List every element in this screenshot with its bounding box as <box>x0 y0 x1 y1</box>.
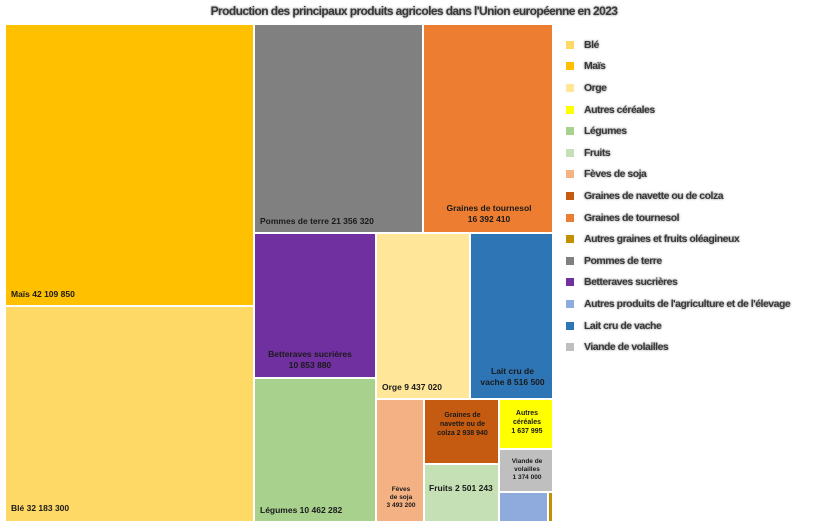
treemap-plot: Maïs 42 109 850 Blé 32 183 300 Pommes de t… <box>5 24 559 522</box>
treemap-tile-legumes[interactable]: Légumes 10 462 282 <box>254 378 376 522</box>
legend-label: Légumes <box>584 125 627 138</box>
legend-swatch <box>566 235 574 244</box>
legend-swatch <box>566 40 574 49</box>
treemap-tile-graines-de-navette-ou-de-colza[interactable]: Graines de navette ou de colza 2 938 940 <box>424 399 499 464</box>
chart-title: Production des principaux produits agric… <box>210 4 618 18</box>
treemap-tile-graines-de-tournesol[interactable]: Graines de tournesol 16 392 410 <box>423 24 553 233</box>
treemap-tile-feves-de-soja[interactable]: Fèves de soja 3 493 200 <box>376 399 424 522</box>
treemap-label-betteraves-sucrieres: Betteraves sucrières 10 853 880 <box>268 349 352 370</box>
treemap-label-mais: Maïs 42 109 850 <box>11 289 75 299</box>
legend-label: Blé <box>584 38 599 51</box>
legend-swatch <box>566 299 574 308</box>
treemap-label-orge: Orge 9 437 020 <box>382 382 443 392</box>
treemap-label-lait-cru-de-vache: Lait cru de vache 8 516 500 <box>480 366 545 387</box>
legend-item-autres-graines-et-fruits-oleagineux[interactable]: Autres graines et fruits oléagineux <box>566 228 828 250</box>
legend-swatch <box>566 83 574 92</box>
legend-label: Fruits <box>584 146 611 159</box>
legend-item-ble[interactable]: Blé <box>566 34 828 56</box>
legend-swatch <box>566 213 574 222</box>
legend: Blé Maïs Orge Autres céréales Légumes Fruits F… <box>566 34 828 358</box>
treemap-label-legumes: Légumes 10 462 282 <box>260 505 343 515</box>
legend-swatch <box>566 62 574 71</box>
legend-label: Pommes de terre <box>584 254 662 267</box>
treemap-tile-orge[interactable]: Orge 9 437 020 <box>376 233 470 399</box>
legend-item-autres-produits-de-l-agriculture-et-de-l-elevage[interactable]: Autres produits de l'agriculture et de l… <box>566 293 828 315</box>
legend-item-lait-cru-de-vache[interactable]: Lait cru de vache <box>566 315 828 337</box>
treemap-tile-mais[interactable]: Maïs 42 109 850 <box>5 24 254 306</box>
legend-label: Autres céréales <box>584 103 655 116</box>
treemap-label-pommes-de-terre: Pommes de terre 21 356 320 <box>260 216 374 226</box>
legend-item-legumes[interactable]: Légumes <box>566 120 828 142</box>
legend-item-pommes-de-terre[interactable]: Pommes de terre <box>566 250 828 272</box>
treemap-tile-ble[interactable]: Blé 32 183 300 <box>5 306 254 522</box>
legend-swatch <box>566 256 574 265</box>
legend-label: Autres produits de l'agriculture et de l… <box>584 297 791 310</box>
treemap-tile-autres-cereales[interactable]: Autres céréales 1 637 995 <box>499 399 553 449</box>
treemap-label-graines-de-tournesol: Graines de tournesol 16 392 410 <box>446 203 532 224</box>
legend-swatch <box>566 148 574 157</box>
legend-swatch <box>566 343 574 352</box>
treemap-label-fruits: Fruits 2 501 243 <box>429 483 493 493</box>
treemap-label-feves-de-soja: Fèves de soja 3 493 200 <box>386 486 416 510</box>
treemap-label-viande-de-volailles: Viande de volailles 1 374 000 <box>511 458 543 482</box>
legend-swatch <box>566 321 574 330</box>
legend-item-orge[interactable]: Orge <box>566 77 828 99</box>
legend-swatch <box>566 127 574 136</box>
legend-item-feves-de-soja[interactable]: Fèves de soja <box>566 164 828 186</box>
legend-item-fruits[interactable]: Fruits <box>566 142 828 164</box>
legend-item-betteraves-sucrieres[interactable]: Betteraves sucrières <box>566 272 828 294</box>
legend-label: Lait cru de vache <box>584 319 662 332</box>
legend-label: Graines de tournesol <box>584 211 680 224</box>
treemap-tile-autres[interactable] <box>499 492 548 522</box>
legend-label: Betteraves sucrières <box>584 276 678 289</box>
legend-swatch <box>566 278 574 287</box>
treemap-label-graines-de-navette-ou-de-colza: Graines de navette ou de colza 2 938 940 <box>437 412 488 437</box>
treemap-label-autres-cereales: Autres céréales 1 637 995 <box>511 410 543 435</box>
legend-label: Autres graines et fruits oléagineux <box>584 233 740 246</box>
legend-item-viande-de-volailles[interactable]: Viande de volailles <box>566 336 828 358</box>
legend-item-graines-de-tournesol[interactable]: Graines de tournesol <box>566 207 828 229</box>
legend-label: Viande de volailles <box>584 341 669 354</box>
legend-item-mais[interactable]: Maïs <box>566 56 828 78</box>
legend-item-graines-de-navette-ou-de-colza[interactable]: Graines de navette ou de colza <box>566 185 828 207</box>
legend-label: Graines de navette ou de colza <box>584 189 724 202</box>
legend-label: Orge <box>584 81 607 94</box>
treemap-tile-fruits[interactable]: Fruits 2 501 243 <box>424 464 499 522</box>
legend-label: Fèves de soja <box>584 168 647 181</box>
legend-item-autres-cereales[interactable]: Autres céréales <box>566 99 828 121</box>
treemap-label-ble: Blé 32 183 300 <box>11 503 70 513</box>
legend-swatch <box>566 105 574 114</box>
treemap-tile-lait-cru-de-vache[interactable]: Lait cru de vache 8 516 500 <box>470 233 553 399</box>
treemap-tile-betteraves-sucrieres[interactable]: Betteraves sucrières 10 853 880 <box>254 233 376 378</box>
treemap-tile-divers[interactable] <box>548 492 553 522</box>
legend-label: Maïs <box>584 60 606 73</box>
treemap-tile-pommes-de-terre[interactable]: Pommes de terre 21 356 320 <box>254 24 423 233</box>
legend-swatch <box>566 191 574 200</box>
legend-swatch <box>566 170 574 179</box>
treemap-tile-viande-de-volailles[interactable]: Viande de volailles 1 374 000 <box>499 449 553 492</box>
